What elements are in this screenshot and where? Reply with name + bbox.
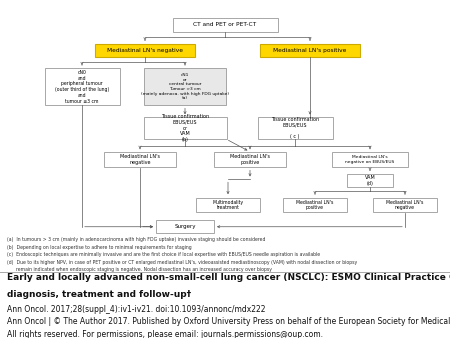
Text: (d)  Due to its higher NPV, in case of PET positive or CT enlarged mediastinal L: (d) Due to its higher NPV, in case of PE… [7, 260, 357, 265]
Text: VAM
(d): VAM (d) [364, 175, 375, 186]
Bar [347, 173, 393, 187]
Text: cN1
or
central tumour
Tumour >3 cm
(mainly adenoca. with high FDG uptake)
(a): cN1 or central tumour Tumour >3 cm (main… [141, 73, 229, 100]
Bar [156, 220, 214, 233]
Text: cN0
and
peripheral tumour
(outer third of the lung)
and
tumour ≤3 cm: cN0 and peripheral tumour (outer third o… [55, 70, 109, 104]
Text: Mediastinal LN's
negative: Mediastinal LN's negative [386, 200, 424, 211]
Bar [257, 117, 333, 139]
Text: CT and PET or PET-CT: CT and PET or PET-CT [194, 22, 256, 27]
Bar [144, 68, 226, 105]
Bar [332, 152, 408, 167]
Text: (c)  Endoscopic techniques are minimally invasive and are the first choice if lo: (c) Endoscopic techniques are minimally … [7, 252, 320, 257]
Text: Tissue confirmation
EBUS/EUS

( c ): Tissue confirmation EBUS/EUS ( c ) [271, 117, 319, 139]
Text: Mediastinal LN's
negative: Mediastinal LN's negative [120, 154, 160, 165]
Text: Mediastinal LN's negative: Mediastinal LN's negative [107, 48, 183, 53]
Bar [214, 152, 286, 167]
Text: Ann Oncol. 2017;28(suppl_4):iv1-iv21. doi:10.1093/annonc/mdx222: Ann Oncol. 2017;28(suppl_4):iv1-iv21. do… [7, 305, 265, 314]
Text: Mediastinal LN's positive: Mediastinal LN's positive [273, 48, 346, 53]
Bar [172, 18, 278, 31]
Bar [144, 117, 226, 139]
Text: Surgery: Surgery [174, 224, 196, 229]
Text: Tissue confirmation
EBUS/EUS
or
VAM
(b): Tissue confirmation EBUS/EUS or VAM (b) [161, 114, 209, 142]
Bar [260, 44, 360, 57]
Text: All rights reserved. For permissions, please email: journals.permissions@oup.com: All rights reserved. For permissions, pl… [7, 330, 323, 338]
Bar [283, 198, 347, 213]
Text: Mediastinal LN's
positive: Mediastinal LN's positive [296, 200, 334, 211]
Bar [95, 44, 195, 57]
Bar [373, 198, 437, 213]
Bar [196, 198, 260, 213]
Text: Early and locally advanced non-small-cell lung cancer (NSCLC): ESMO Clinical Pra: Early and locally advanced non-small-cel… [7, 273, 450, 282]
Text: remain indicated when endoscopic staging is negative. Nodal dissection has an in: remain indicated when endoscopic staging… [7, 267, 272, 272]
Text: diagnosis, treatment and follow-up†: diagnosis, treatment and follow-up† [7, 290, 191, 298]
Bar [45, 68, 120, 105]
Text: Ann Oncol | © The Author 2017. Published by Oxford University Press on behalf of: Ann Oncol | © The Author 2017. Published… [7, 317, 450, 326]
Text: (a)  In tumours > 3 cm (mainly in adenocarcinoma with high FDG uptake) invasive : (a) In tumours > 3 cm (mainly in adenoca… [7, 237, 265, 242]
Text: (b)  Depending on local expertise to adhere to minimal requirements for staging: (b) Depending on local expertise to adhe… [7, 245, 191, 250]
Text: Multimodality
treatment: Multimodality treatment [212, 200, 243, 211]
Bar [104, 152, 176, 167]
Text: Mediastinal LN's
positive: Mediastinal LN's positive [230, 154, 270, 165]
Text: Mediastinal LN's
negative on EBUS/EUS: Mediastinal LN's negative on EBUS/EUS [346, 155, 395, 164]
